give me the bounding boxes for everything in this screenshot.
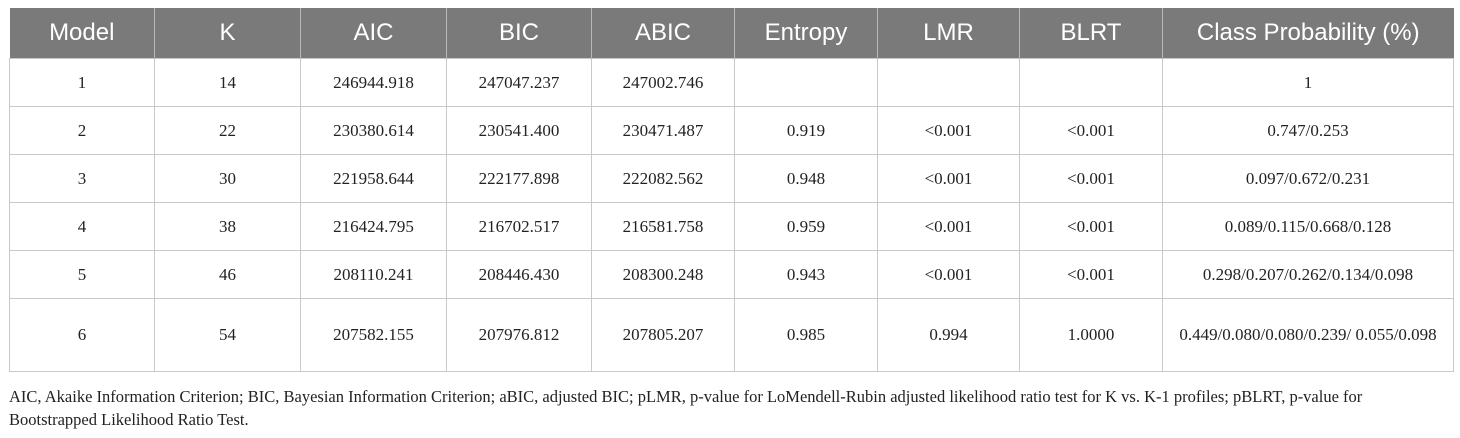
cell-model: 6 (9, 298, 155, 372)
cell-blrt (1019, 58, 1163, 107)
column-header-k: K (154, 8, 301, 59)
cell-entropy: 0.943 (734, 250, 878, 299)
cell-model: 2 (9, 106, 155, 155)
cell-aic: 221958.644 (300, 154, 447, 203)
cell-k: 22 (154, 106, 301, 155)
table-row: 1 14 246944.918 247047.237 247002.746 1 (9, 58, 1454, 107)
cell-class-probability: 0.298/0.207/0.262/0.134/0.098 (1162, 250, 1454, 299)
cell-entropy: 0.948 (734, 154, 878, 203)
cell-entropy: 0.959 (734, 202, 878, 251)
column-header-bic: BIC (446, 8, 592, 59)
cell-blrt: <0.001 (1019, 154, 1163, 203)
cell-aic: 207582.155 (300, 298, 447, 372)
table-row: 2 22 230380.614 230541.400 230471.487 0.… (9, 106, 1454, 155)
table-footnote: AIC, Akaike Information Criterion; BIC, … (9, 387, 1363, 429)
cell-class-probability: 0.089/0.115/0.668/0.128 (1162, 202, 1454, 251)
cell-lmr: <0.001 (877, 250, 1020, 299)
model-fit-table: Model K AIC BIC ABIC Entropy LMR BLRT Cl… (9, 8, 1454, 372)
cell-abic: 247002.746 (591, 58, 735, 107)
cell-k: 46 (154, 250, 301, 299)
cell-class-probability: 0.449/0.080/0.080/0.239/ 0.055/0.098 (1162, 298, 1454, 372)
cell-bic: 207976.812 (446, 298, 592, 372)
cell-bic: 208446.430 (446, 250, 592, 299)
column-header-abic: ABIC (591, 8, 735, 59)
cell-k: 14 (154, 58, 301, 107)
cell-blrt: 1.0000 (1019, 298, 1163, 372)
cell-class-probability: 0.097/0.672/0.231 (1162, 154, 1454, 203)
cell-model: 1 (9, 58, 155, 107)
cell-lmr: <0.001 (877, 202, 1020, 251)
cell-bic: 230541.400 (446, 106, 592, 155)
cell-entropy (734, 58, 878, 107)
cell-abic: 208300.248 (591, 250, 735, 299)
column-header-entropy: Entropy (734, 8, 878, 59)
model-fit-table-container: Model K AIC BIC ABIC Entropy LMR BLRT Cl… (9, 8, 1454, 372)
cell-model: 3 (9, 154, 155, 203)
column-header-blrt: BLRT (1019, 8, 1163, 59)
table-row: 4 38 216424.795 216702.517 216581.758 0.… (9, 202, 1454, 251)
cell-lmr: <0.001 (877, 106, 1020, 155)
cell-aic: 208110.241 (300, 250, 447, 299)
cell-blrt: <0.001 (1019, 250, 1163, 299)
cell-bic: 247047.237 (446, 58, 592, 107)
cell-entropy: 0.919 (734, 106, 878, 155)
header-row: Model K AIC BIC ABIC Entropy LMR BLRT Cl… (9, 8, 1454, 59)
cell-lmr (877, 58, 1020, 107)
cell-class-probability: 0.747/0.253 (1162, 106, 1454, 155)
cell-lmr: <0.001 (877, 154, 1020, 203)
column-header-model: Model (9, 8, 155, 59)
cell-bic: 216702.517 (446, 202, 592, 251)
column-header-class-probability: Class Probability (%) (1162, 8, 1454, 59)
cell-aic: 246944.918 (300, 58, 447, 107)
cell-k: 54 (154, 298, 301, 372)
cell-abic: 207805.207 (591, 298, 735, 372)
table-row: 3 30 221958.644 222177.898 222082.562 0.… (9, 154, 1454, 203)
column-header-lmr: LMR (877, 8, 1020, 59)
cell-k: 30 (154, 154, 301, 203)
cell-aic: 216424.795 (300, 202, 447, 251)
cell-model: 4 (9, 202, 155, 251)
table-row: 5 46 208110.241 208446.430 208300.248 0.… (9, 250, 1454, 299)
cell-blrt: <0.001 (1019, 202, 1163, 251)
cell-abic: 230471.487 (591, 106, 735, 155)
cell-entropy: 0.985 (734, 298, 878, 372)
cell-bic: 222177.898 (446, 154, 592, 203)
table-row: 6 54 207582.155 207976.812 207805.207 0.… (9, 298, 1454, 372)
column-header-aic: AIC (300, 8, 447, 59)
cell-class-probability: 1 (1162, 58, 1454, 107)
cell-blrt: <0.001 (1019, 106, 1163, 155)
cell-abic: 222082.562 (591, 154, 735, 203)
cell-abic: 216581.758 (591, 202, 735, 251)
cell-model: 5 (9, 250, 155, 299)
cell-aic: 230380.614 (300, 106, 447, 155)
cell-k: 38 (154, 202, 301, 251)
cell-lmr: 0.994 (877, 298, 1020, 372)
